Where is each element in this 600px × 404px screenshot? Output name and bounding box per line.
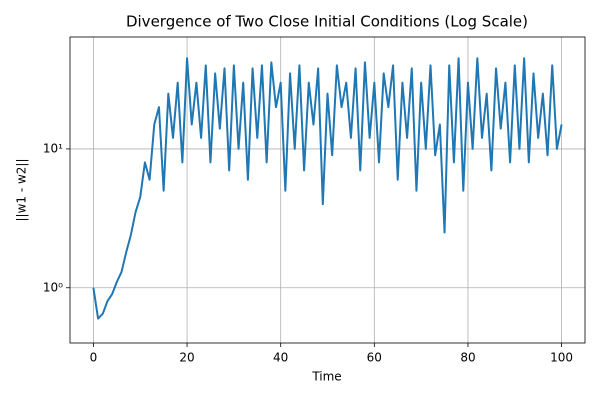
x-tick-label: 60 (367, 351, 382, 365)
y-tick-label: 10¹ (43, 141, 63, 155)
x-tick-label: 40 (273, 351, 288, 365)
x-tick-label: 20 (179, 351, 194, 365)
chart-title: Divergence of Two Close Initial Conditio… (126, 13, 528, 31)
y-axis-label: ||w1 - w2|| (15, 158, 29, 221)
plot-frame (69, 36, 586, 344)
y-tick-label: 10⁰ (43, 280, 63, 294)
x-axis-label: Time (311, 370, 341, 384)
x-tick-label: 0 (90, 351, 98, 365)
data-line (92, 57, 563, 320)
x-tick-label: 100 (550, 351, 573, 365)
x-tick-label: 80 (460, 351, 475, 365)
